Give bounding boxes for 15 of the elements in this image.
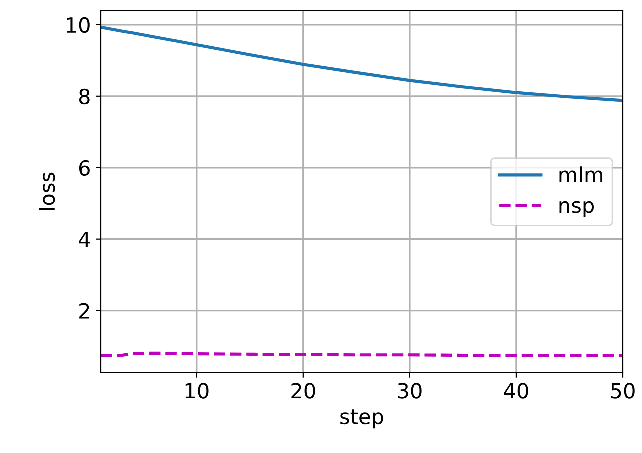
x-tick-label: 20 — [292, 383, 316, 399]
y-tick-label: 10 — [67, 17, 90, 34]
y-tick-label: 4 — [79, 232, 90, 248]
y-tick-label: 6 — [79, 160, 90, 176]
x-tick-label: 50 — [611, 383, 635, 399]
x-tick-label: 40 — [504, 383, 528, 399]
x-tick-label: 10 — [186, 383, 209, 399]
legend-label: mlm — [560, 166, 602, 182]
y-tick-label: 2 — [80, 303, 90, 319]
x-axis-title: step — [340, 410, 384, 429]
y-axis-title: loss — [39, 172, 56, 210]
y-tick-label: 8 — [79, 88, 90, 105]
legend-label: nsp — [560, 201, 594, 218]
x-tick-label: 30 — [398, 383, 422, 399]
line-series — [101, 26, 623, 102]
